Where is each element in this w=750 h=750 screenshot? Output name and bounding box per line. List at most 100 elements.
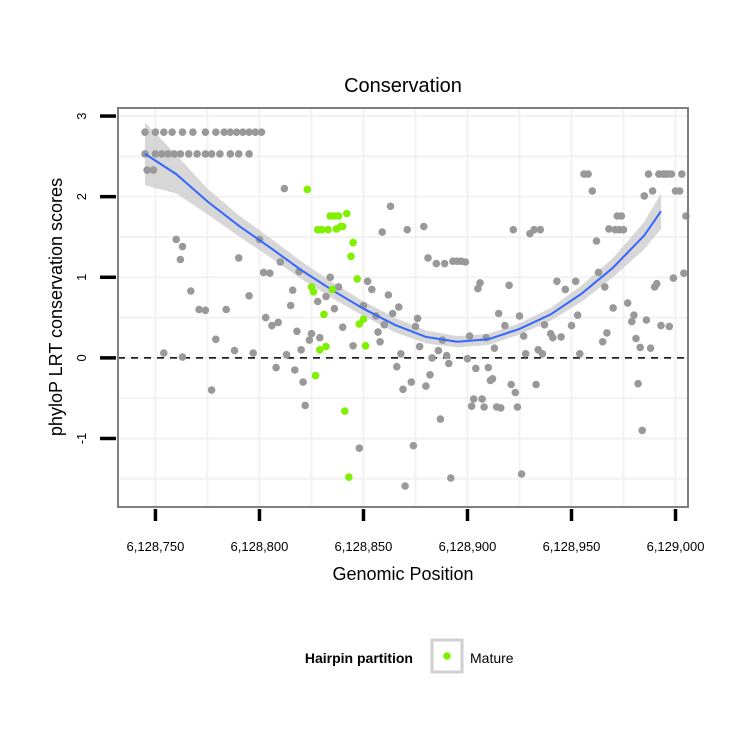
data-point-other <box>601 283 609 291</box>
data-point-other <box>220 128 228 136</box>
y-tick-label: 3 <box>74 112 89 119</box>
data-point-mature <box>311 371 320 380</box>
data-point-other <box>469 395 478 403</box>
data-point-other <box>178 353 187 361</box>
data-point-other <box>178 128 187 136</box>
data-point-other <box>176 255 185 264</box>
data-point-other <box>187 287 195 295</box>
data-point-other <box>274 318 283 327</box>
data-point-other <box>232 128 241 136</box>
data-point-other <box>424 254 432 262</box>
data-point-other <box>648 187 657 195</box>
data-point-mature <box>328 285 337 294</box>
data-point-other <box>653 279 661 288</box>
data-point-other <box>411 322 420 331</box>
data-point-other <box>386 202 395 211</box>
data-point-mature <box>341 407 349 415</box>
data-point-other <box>282 350 291 359</box>
data-point-other <box>299 378 307 386</box>
y-tick-label: 0 <box>74 354 89 361</box>
data-point-other <box>160 349 168 357</box>
data-point-other <box>434 346 443 355</box>
data-point-other <box>505 281 513 290</box>
data-point-other <box>291 366 299 374</box>
data-point-other <box>680 269 688 278</box>
data-point-other <box>636 343 644 352</box>
data-point-other <box>497 404 505 412</box>
data-point-other <box>480 403 488 411</box>
data-point-other <box>442 351 451 360</box>
data-point-other <box>609 304 617 312</box>
data-point-other <box>201 128 210 136</box>
data-point-mature <box>361 342 370 350</box>
data-point-other <box>584 170 592 178</box>
data-point-other <box>521 350 530 358</box>
data-point-mature <box>345 473 353 482</box>
x-axis: 6,128,750 6,128,800 6,128,850 6,128,900 6,12… <box>127 509 704 554</box>
data-point-mature <box>334 212 343 220</box>
data-point-other <box>509 225 518 234</box>
data-point-mature <box>359 315 368 324</box>
data-point-other <box>513 403 522 411</box>
data-point-other <box>226 150 235 158</box>
data-point-other <box>268 321 276 330</box>
data-point-other <box>195 305 203 314</box>
data-point-other <box>603 329 611 337</box>
data-point-other <box>349 342 357 350</box>
data-point-other <box>519 332 528 340</box>
data-point-mature <box>320 310 328 319</box>
data-point-other <box>549 333 557 342</box>
series-other-points <box>141 128 690 490</box>
data-point-other <box>393 362 401 371</box>
smooth-line <box>144 153 662 343</box>
data-point-other <box>363 277 372 286</box>
data-point-other <box>226 128 235 136</box>
data-point-other <box>472 364 480 373</box>
data-point-other <box>395 303 403 311</box>
confidence-band <box>145 122 661 348</box>
data-point-other <box>617 212 626 220</box>
data-point-other <box>634 379 642 388</box>
data-point-other <box>212 335 220 344</box>
data-point-other <box>530 225 538 234</box>
data-point-other <box>276 258 285 266</box>
data-point-other <box>168 128 176 136</box>
data-point-other <box>257 128 266 136</box>
data-point-other <box>157 150 166 158</box>
data-point-other <box>384 291 393 299</box>
data-point-other <box>628 317 636 326</box>
data-point-other <box>632 334 640 343</box>
data-point-other <box>415 342 424 351</box>
data-point-other <box>193 150 201 158</box>
data-point-other <box>234 254 243 262</box>
data-point-other <box>207 150 216 158</box>
data-point-other <box>334 283 343 291</box>
y-tick-label: -1 <box>74 433 89 445</box>
data-point-mature <box>349 238 357 247</box>
data-point-other <box>605 225 613 233</box>
x-tick-label: 6,128,800 <box>231 539 289 554</box>
data-point-other <box>249 349 257 357</box>
grid-lines <box>118 108 688 507</box>
data-point-other <box>420 222 428 231</box>
data-point-other <box>501 321 509 330</box>
data-point-mature <box>303 185 312 194</box>
series-mature-points <box>303 185 370 482</box>
data-point-other <box>407 378 416 386</box>
data-point-other <box>594 268 603 277</box>
y-tick-label: 2 <box>74 193 89 200</box>
data-point-other <box>368 285 376 294</box>
data-point-other <box>388 309 397 318</box>
data-point-other <box>409 441 418 450</box>
data-point-other <box>511 388 520 397</box>
data-point-other <box>488 375 497 383</box>
data-point-mature <box>353 275 362 283</box>
data-point-other <box>380 321 389 329</box>
data-point-other <box>678 170 686 178</box>
plot-background <box>118 108 688 507</box>
data-point-other <box>571 277 580 286</box>
data-point-other <box>474 284 482 293</box>
y-axis-label: phyloP LRT conservation scores <box>46 178 66 436</box>
plot-panel <box>117 107 690 508</box>
y-tick-label: 1 <box>74 274 89 281</box>
